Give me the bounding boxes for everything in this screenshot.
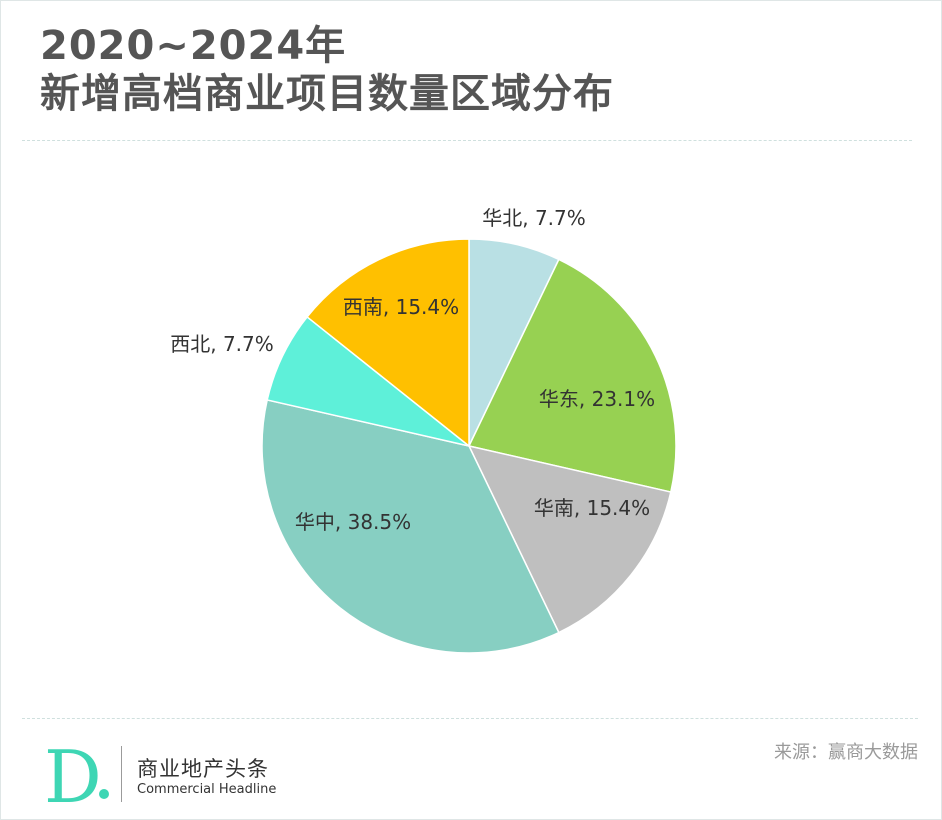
slice-label-3: 华南, 15.4% (534, 496, 650, 520)
title-line-2: 新增高档商业项目数量区域分布 (40, 71, 614, 117)
logo-divider (121, 746, 122, 802)
top-divider (22, 140, 912, 141)
pie-slice-2 (467, 258, 677, 493)
slice-label-1: 华北, 7.7% (482, 206, 586, 230)
brand-name-en: Commercial Headline (137, 782, 277, 797)
bottom-divider (22, 718, 918, 719)
slice-label-2: 华东, 23.1% (539, 387, 655, 411)
slice-label-4: 华中, 38.5% (295, 510, 411, 534)
logo-letter: D (44, 742, 102, 806)
page-title: 2020~2024年 新增高档商业项目数量区域分布 (40, 22, 614, 118)
source-note: 来源：赢商大数据 (774, 742, 918, 763)
slice-label-6: 西南, 15.4% (343, 295, 459, 319)
pie-slice-4 (261, 399, 560, 654)
pie-slice-3 (467, 444, 672, 634)
pie-slice-6 (306, 238, 470, 448)
title-line-1: 2020~2024年 (40, 23, 347, 69)
slice-label-5: 西北, 7.7% (170, 332, 274, 356)
brand-name-cn: 商业地产头条 (137, 757, 269, 781)
logo-dot (99, 789, 109, 799)
brand-logo-icon: D (44, 735, 114, 819)
